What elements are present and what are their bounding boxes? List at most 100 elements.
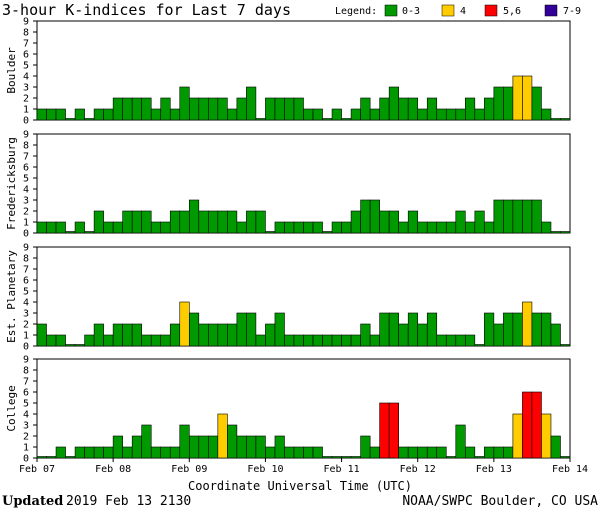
bar <box>503 199 514 234</box>
bar <box>112 323 123 347</box>
bar <box>550 323 561 347</box>
bar <box>93 323 104 347</box>
bar <box>560 231 571 234</box>
bar <box>417 221 428 234</box>
bar <box>541 413 552 459</box>
bar <box>531 391 542 459</box>
bar <box>407 446 419 459</box>
x-tick-label: Feb 10 <box>247 464 283 475</box>
bar <box>303 108 314 121</box>
bar <box>445 108 457 121</box>
bar <box>284 334 295 347</box>
bar <box>112 97 123 121</box>
bar <box>274 312 285 347</box>
y-tick-label: 4 <box>23 72 29 83</box>
bar <box>84 118 95 121</box>
bar <box>246 210 257 234</box>
bar <box>560 344 571 347</box>
bar <box>55 221 66 234</box>
y-tick-label: 3 <box>23 196 29 207</box>
bar <box>512 413 523 459</box>
y-tick-label: 9 <box>23 130 29 141</box>
bar <box>445 221 457 234</box>
bar <box>188 199 200 234</box>
bar <box>369 446 380 459</box>
bar <box>274 97 285 121</box>
bar <box>122 446 133 459</box>
y-tick-label: 0 <box>23 454 29 465</box>
legend-label-7-9: 7-9 <box>563 6 581 17</box>
bar <box>360 435 371 459</box>
bar <box>227 323 238 347</box>
bar <box>360 97 371 121</box>
bar <box>150 446 162 459</box>
bar <box>388 312 399 347</box>
bar <box>293 221 304 234</box>
bar <box>331 221 342 234</box>
bar <box>274 435 285 459</box>
y-tick-label: 5 <box>23 61 29 72</box>
bar <box>122 97 133 121</box>
bar <box>198 210 209 234</box>
bar <box>322 456 333 459</box>
bar <box>160 334 171 347</box>
bar <box>265 323 276 347</box>
bar <box>55 446 66 459</box>
bar <box>312 334 323 347</box>
bar <box>46 108 57 121</box>
legend-label-0-3: 0-3 <box>402 6 420 17</box>
bar <box>436 446 447 459</box>
bar <box>46 334 57 347</box>
y-tick-label: 1 <box>23 218 29 229</box>
y-tick-label: 0 <box>23 229 29 240</box>
bar <box>284 97 295 121</box>
x-tick-label: Feb 14 <box>552 464 588 475</box>
y-tick-label: 9 <box>23 243 29 254</box>
bar <box>160 97 171 121</box>
bar <box>74 344 85 347</box>
bar <box>398 323 409 347</box>
bar <box>208 323 219 347</box>
bar <box>198 323 209 347</box>
bar <box>560 118 571 121</box>
bar <box>150 221 162 234</box>
y-tick-label: 8 <box>23 366 29 377</box>
bar <box>141 97 152 121</box>
bar <box>236 312 247 347</box>
bar <box>198 97 209 121</box>
bar <box>274 221 285 234</box>
x-tick-label: Feb 07 <box>19 464 55 475</box>
bar <box>217 210 228 234</box>
bar <box>484 97 495 121</box>
bar <box>179 301 190 347</box>
y-tick-label: 2 <box>23 320 29 331</box>
bar <box>484 312 495 347</box>
bar <box>227 424 238 459</box>
bar <box>341 118 352 121</box>
bar <box>217 97 228 121</box>
bar <box>360 323 371 347</box>
bar <box>169 210 181 234</box>
bar <box>65 456 76 459</box>
legend-label-5-6: 5,6 <box>503 6 521 17</box>
bar <box>198 435 209 459</box>
bar <box>169 323 181 347</box>
bar <box>541 108 552 121</box>
bar <box>103 446 114 459</box>
bar <box>208 97 219 121</box>
bar <box>512 312 523 347</box>
bar <box>141 210 152 234</box>
legend: Legend: 0-3 4 5,6 7-9 <box>335 4 581 17</box>
bar <box>103 108 114 121</box>
y-tick-label: 7 <box>23 152 29 163</box>
bar <box>541 221 552 234</box>
bar <box>65 344 76 347</box>
bar <box>350 108 361 121</box>
y-tick-label: 6 <box>23 276 29 287</box>
bar <box>246 435 257 459</box>
bar <box>46 221 57 234</box>
